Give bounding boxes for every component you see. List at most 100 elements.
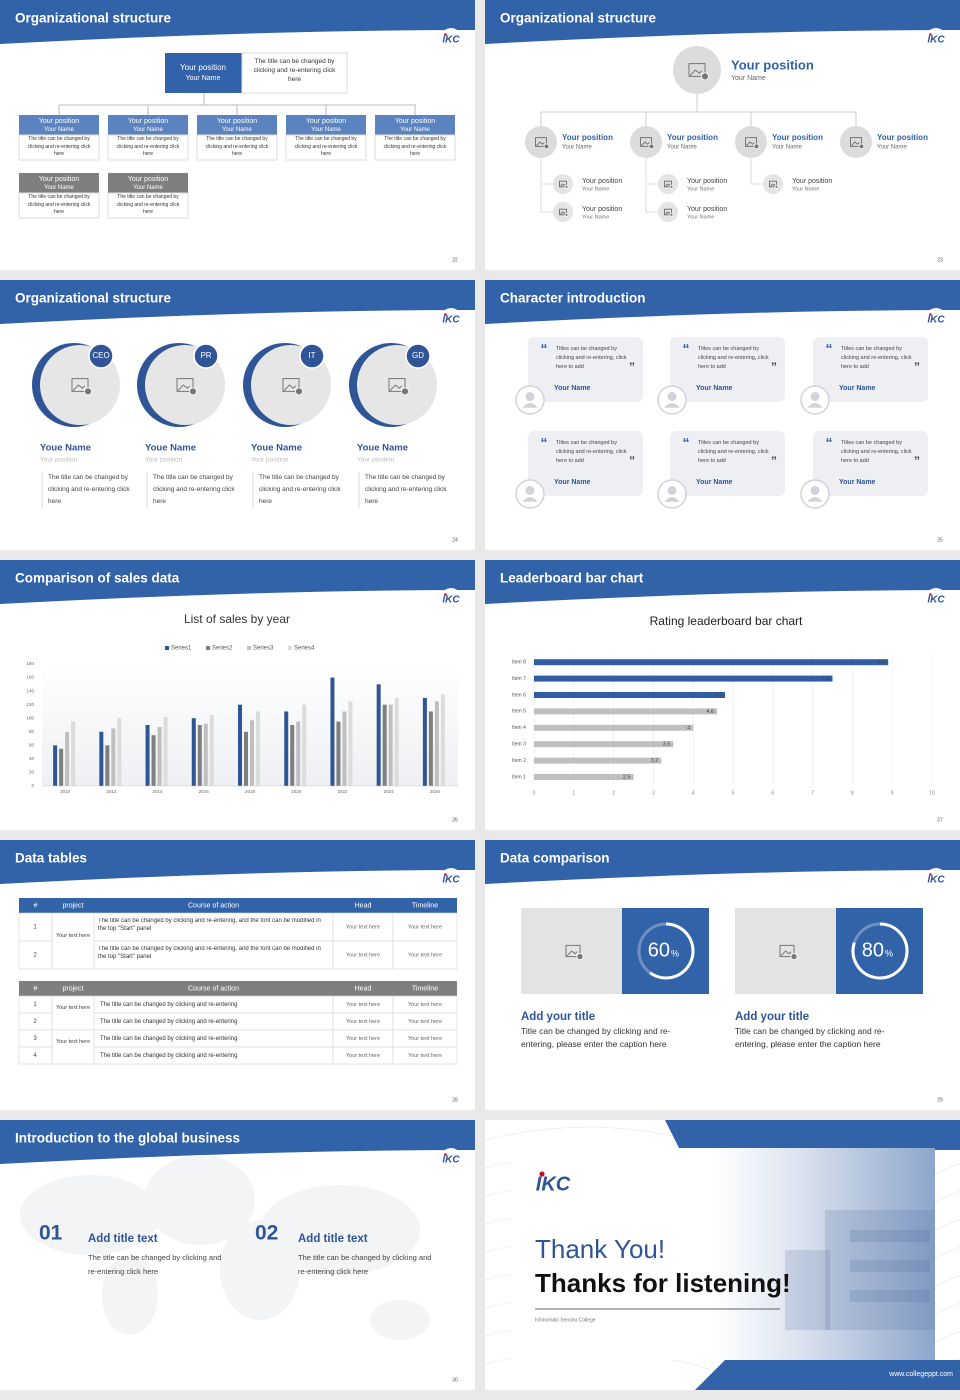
- logo-dot: [444, 1153, 447, 1156]
- position: Your position: [772, 133, 823, 142]
- row-number: 2: [33, 953, 37, 959]
- project-box: Your text here: [56, 933, 90, 939]
- image-icon-mountain: [665, 211, 671, 215]
- name: Your Name: [667, 145, 697, 151]
- desc: The title can be changed by clicking and…: [259, 474, 341, 506]
- table-header-cell: #: [34, 985, 38, 992]
- image-icon-plus: [669, 184, 674, 189]
- course-box: The title can be changed by clicking and…: [98, 946, 321, 960]
- y-tick-label: Item 4: [512, 725, 526, 731]
- desc-frame: [285, 134, 367, 161]
- value-label: 4.8: [714, 692, 722, 698]
- image-icon: [535, 137, 547, 147]
- timeline: Your text here: [408, 1019, 442, 1025]
- image-icon-mountain: [566, 950, 578, 957]
- image-icon-plus: [576, 953, 584, 961]
- y-tick-label: 40: [29, 756, 35, 761]
- bar: [111, 728, 116, 786]
- desc: The title can be changed by clicking and…: [27, 136, 91, 157]
- image-icon-plus: [401, 387, 409, 396]
- legend-swatch: [288, 646, 292, 650]
- y-tick-label: 100: [26, 715, 34, 720]
- thanks: Thank You!: [535, 1234, 665, 1264]
- quote-close: ”: [771, 454, 777, 468]
- image-icon-mountain: [665, 183, 671, 187]
- desc-frame: [107, 192, 189, 219]
- card: [528, 337, 643, 402]
- name: Your Name: [554, 385, 591, 392]
- header-band: [485, 840, 960, 884]
- table-cell: [93, 912, 334, 942]
- avatar-head: [525, 392, 535, 401]
- slide-title: Character introduction: [500, 291, 646, 306]
- x-tick-label: 3: [652, 790, 655, 796]
- avatar-head: [667, 486, 677, 495]
- image-icon: [779, 944, 795, 958]
- tag-circle: [193, 343, 219, 369]
- value-label: 3.5: [663, 742, 671, 748]
- bar: [394, 697, 399, 786]
- tag: PR: [200, 351, 211, 360]
- quote-text: Titles can be changed by clicking and re…: [698, 440, 769, 464]
- table-header-cell: Timeline: [412, 902, 438, 909]
- map-shape: [20, 1175, 160, 1255]
- page-number: 26: [452, 817, 458, 823]
- logo-dot: [539, 1171, 545, 1177]
- image-icon-plus: [648, 143, 655, 150]
- slide: IKC Thank You! Thanks for listening! Ishino…: [484, 1120, 960, 1392]
- image-icon: [176, 378, 194, 392]
- chart-title: List of sales by year: [184, 612, 290, 626]
- image-icon-mountain: [746, 141, 755, 147]
- table-cell: [392, 912, 458, 942]
- desc-box: The title can be changed by clicking and…: [254, 58, 336, 83]
- quote-close: ”: [914, 360, 920, 374]
- bar: [534, 659, 889, 666]
- header-band: [485, 560, 960, 604]
- slide-title: Leaderboard bar chart: [500, 571, 644, 586]
- name: Your Name: [311, 127, 341, 133]
- avatar-body: [522, 403, 538, 408]
- quote-text-box: Titles can be changed by clicking and re…: [556, 346, 627, 370]
- position-box: [19, 173, 99, 193]
- image-icon: [745, 137, 757, 147]
- bar: [117, 718, 122, 786]
- avatar-head: [810, 486, 820, 495]
- table-cell: [392, 1046, 458, 1065]
- value: 60: [648, 939, 670, 961]
- ring-arc: [851, 922, 909, 980]
- logo-badge: [441, 868, 461, 888]
- unit: %: [885, 948, 893, 958]
- position: Your position: [128, 176, 168, 183]
- page-number: 24: [452, 537, 458, 543]
- avatar-circle: [673, 46, 721, 94]
- y-tick-label: 0: [31, 783, 34, 788]
- image-icon: [388, 378, 406, 392]
- x-tick-label: 2010: [60, 789, 71, 794]
- name: Your Name: [44, 185, 74, 191]
- map-shape: [145, 1155, 255, 1245]
- bar: [534, 741, 674, 748]
- item-desc-box: The title can be changed by clicking and…: [298, 1253, 431, 1276]
- slide-background: [485, 280, 960, 550]
- desc-box: The title can be changed by clicking and…: [117, 136, 180, 157]
- bar: [376, 684, 381, 786]
- x-tick-label: 1: [572, 790, 575, 796]
- value-label: 3.2: [651, 758, 659, 764]
- header-band: [485, 0, 960, 44]
- building: [850, 1290, 930, 1302]
- bar: [65, 731, 70, 786]
- item-desc: The title can be changed by clicking and…: [88, 1253, 222, 1276]
- name: Your Name: [582, 214, 609, 220]
- header-band: [0, 0, 475, 44]
- item-title: Add your title: [521, 1011, 595, 1023]
- x-tick-label: 0: [533, 790, 536, 796]
- college: Ishinomaki Senshu College: [535, 1317, 596, 1323]
- card: [670, 337, 785, 402]
- logo: IKC: [442, 875, 460, 886]
- name: Youe Name: [357, 443, 408, 454]
- quote-text: Titles can be changed by clicking and re…: [841, 440, 912, 464]
- avatar-body: [522, 497, 538, 502]
- item-title: Add your title: [735, 1011, 809, 1023]
- x-tick-label: 2: [612, 790, 615, 796]
